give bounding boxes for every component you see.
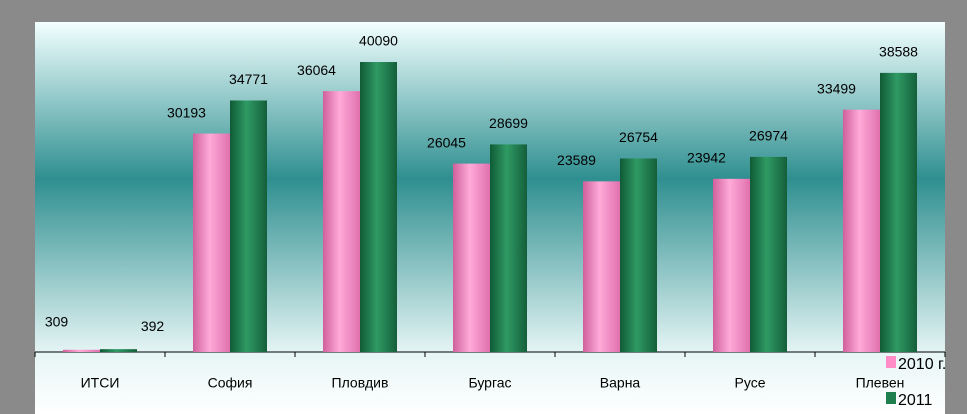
x-tick-label: Бургас bbox=[468, 375, 511, 391]
bar bbox=[750, 156, 787, 352]
value-label: 36064 bbox=[297, 62, 336, 78]
bar bbox=[583, 181, 620, 352]
value-label: 23589 bbox=[557, 152, 596, 168]
bar bbox=[360, 62, 397, 352]
value-label: 309 bbox=[45, 313, 69, 329]
x-tick-label: Пловдив bbox=[332, 375, 389, 391]
bar bbox=[193, 133, 230, 352]
value-label: 40090 bbox=[359, 33, 398, 49]
value-label: 26974 bbox=[749, 128, 788, 144]
legend-swatch bbox=[886, 392, 896, 404]
value-label: 30193 bbox=[167, 104, 206, 120]
bar bbox=[843, 109, 880, 352]
legend-swatch bbox=[886, 356, 896, 368]
bar bbox=[620, 158, 657, 352]
value-label: 23942 bbox=[687, 150, 726, 166]
bar bbox=[713, 178, 750, 352]
bar bbox=[63, 349, 100, 352]
x-tick-label: Плевен bbox=[856, 375, 905, 391]
value-label: 34771 bbox=[229, 71, 268, 87]
value-label: 33499 bbox=[817, 80, 856, 96]
bar bbox=[230, 100, 267, 352]
x-tick-label: София bbox=[208, 375, 253, 391]
bar bbox=[880, 72, 917, 353]
bar bbox=[323, 91, 360, 352]
x-tick-label: Русе bbox=[735, 375, 766, 391]
legend-label: 2011 bbox=[898, 392, 933, 409]
bar bbox=[490, 144, 527, 352]
bar bbox=[100, 349, 137, 352]
bar bbox=[453, 163, 490, 352]
value-label: 26045 bbox=[427, 134, 466, 150]
legend-label: 2010 г. bbox=[898, 356, 946, 373]
value-label: 28699 bbox=[489, 115, 528, 131]
x-tick-label: ИТСИ bbox=[81, 375, 120, 391]
x-tick-label: Варна bbox=[600, 375, 641, 391]
value-label: 38588 bbox=[879, 44, 918, 60]
value-label: 26754 bbox=[619, 129, 658, 145]
value-label: 392 bbox=[141, 318, 165, 334]
